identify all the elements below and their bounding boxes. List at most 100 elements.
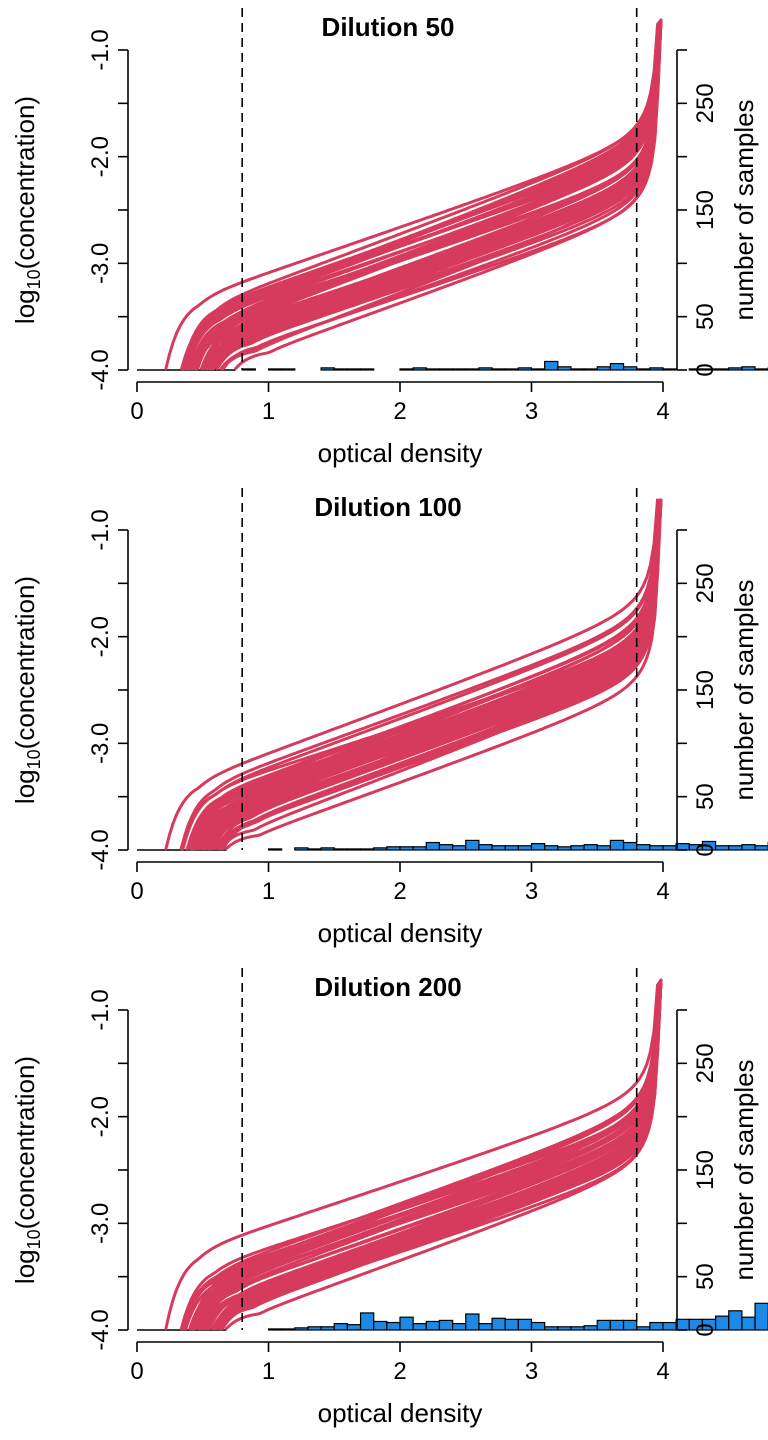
x-tick-label: 1 — [262, 398, 275, 425]
left-tick-label: -2.0 — [87, 136, 114, 177]
left-tick-label: -3.0 — [87, 243, 114, 284]
histogram-bar — [622, 1319, 638, 1331]
standard-curve — [205, 18, 663, 371]
histogram-bar — [359, 1312, 375, 1331]
x-tick-label: 4 — [656, 398, 669, 425]
chart-panel-2: Dilution 100 -4.0 -3.0 -2.0 -1.0 log10(concen… — [10, 488, 768, 948]
histogram-bar — [570, 368, 585, 371]
histogram-bar — [675, 842, 690, 851]
right-tick-label: 50 — [692, 783, 719, 810]
left-axis-label: log10(concentration) — [10, 576, 44, 804]
right-y-axis: 0 50 150 250 number of samples — [676, 49, 759, 377]
standard-curve — [193, 498, 663, 851]
histogram-bar — [557, 846, 572, 851]
standard-curve — [179, 978, 663, 1331]
right-y-axis: 0 50 150 250 number of samples — [676, 1009, 759, 1337]
histogram-bar — [452, 1322, 467, 1331]
histogram-bar — [662, 368, 677, 371]
histogram-bar — [412, 846, 427, 851]
histogram-bar — [333, 1322, 348, 1331]
histogram-bar — [465, 368, 480, 371]
right-tick-label: 250 — [692, 83, 719, 123]
left-tick-label: -1.0 — [87, 989, 114, 1030]
right-tick-label: 150 — [692, 670, 719, 710]
standard-curve — [181, 498, 663, 851]
x-axis-label: optical density — [318, 1398, 483, 1428]
histogram-bar — [465, 1313, 480, 1331]
histogram-bar — [583, 1325, 598, 1331]
histogram-bar — [452, 368, 467, 371]
standard-curve — [164, 498, 663, 851]
standard-curve — [189, 498, 663, 851]
histogram-bar — [425, 368, 441, 371]
histogram-bar — [320, 367, 335, 371]
histogram-bar — [504, 368, 519, 371]
histogram-bar — [307, 848, 322, 851]
histogram-bar — [478, 367, 493, 371]
chart-panel-1: Dilution 50 -4.0 -3.0 -2.0 -1.0 log10(concent… — [10, 8, 768, 468]
histogram-bar — [359, 848, 375, 851]
histogram-bar — [491, 368, 506, 371]
standard-curve — [200, 978, 663, 1331]
standard-curve — [224, 978, 663, 1331]
histogram-bar — [596, 366, 611, 371]
standard-curve — [224, 498, 663, 851]
histogram-bar — [649, 1321, 664, 1331]
x-tick-label: 0 — [130, 398, 143, 425]
histogram-bar — [557, 366, 572, 371]
histogram-bar — [412, 367, 427, 371]
x-axis-label: optical density — [318, 918, 483, 948]
left-tick-label: -4.0 — [87, 1309, 114, 1350]
x-tick-label: 4 — [656, 1358, 669, 1385]
histogram-bar — [320, 847, 335, 851]
histogram-bar — [359, 368, 375, 371]
histogram-bar — [544, 1326, 559, 1331]
standard-curve — [181, 978, 663, 1331]
right-tick-label: 50 — [692, 1263, 719, 1290]
histogram-bar — [412, 1322, 427, 1331]
right-tick-label: 250 — [692, 563, 719, 603]
right-y-axis: 0 50 150 250 number of samples — [676, 529, 759, 857]
histogram-bars — [267, 839, 768, 851]
right-tick-label: 150 — [692, 1150, 719, 1190]
histogram-bar — [530, 842, 546, 851]
right-tick-label: 0 — [692, 843, 719, 856]
histogram-bar — [596, 845, 611, 851]
right-tick-label: 50 — [692, 303, 719, 330]
histogram-bar — [452, 845, 467, 851]
standard-curve — [234, 18, 663, 370]
standard-curve — [202, 498, 663, 851]
left-tick-label: -3.0 — [87, 1203, 114, 1244]
histogram-bar — [583, 368, 598, 371]
left-y-axis: -4.0 -3.0 -2.0 -1.0 log10(concentration) — [10, 509, 129, 871]
standard-curve — [182, 18, 663, 371]
histogram-bar — [504, 845, 519, 851]
histogram-bar — [636, 1326, 651, 1331]
histogram-bar — [478, 844, 493, 851]
histogram-bar — [662, 1321, 677, 1331]
standard-curve — [201, 978, 663, 1331]
histogram-bar — [281, 1328, 296, 1331]
histogram-bar — [636, 844, 651, 851]
histogram-bar — [741, 366, 756, 371]
histogram-bar — [386, 1321, 401, 1331]
left-tick-label: -3.0 — [87, 723, 114, 764]
left-tick-label: -1.0 — [87, 29, 114, 70]
histogram-bars — [202, 360, 768, 371]
histogram-bar — [530, 368, 546, 371]
chart-title: Dilution 50 — [322, 12, 455, 42]
x-tick-label: 4 — [656, 878, 669, 905]
standard-curve — [190, 498, 663, 851]
right-tick-label: 150 — [692, 190, 719, 230]
x-tick-label: 3 — [525, 1358, 538, 1385]
histogram-bar — [320, 1326, 335, 1331]
histogram-bar — [425, 841, 441, 851]
histogram-bar — [754, 368, 768, 371]
left-axis-label: log10(concentration) — [10, 1056, 44, 1284]
x-tick-label: 3 — [525, 398, 538, 425]
standard-curve — [181, 978, 663, 1331]
histogram-bar — [465, 839, 480, 851]
x-tick-label: 0 — [130, 1358, 143, 1385]
histogram-bar — [267, 848, 283, 851]
